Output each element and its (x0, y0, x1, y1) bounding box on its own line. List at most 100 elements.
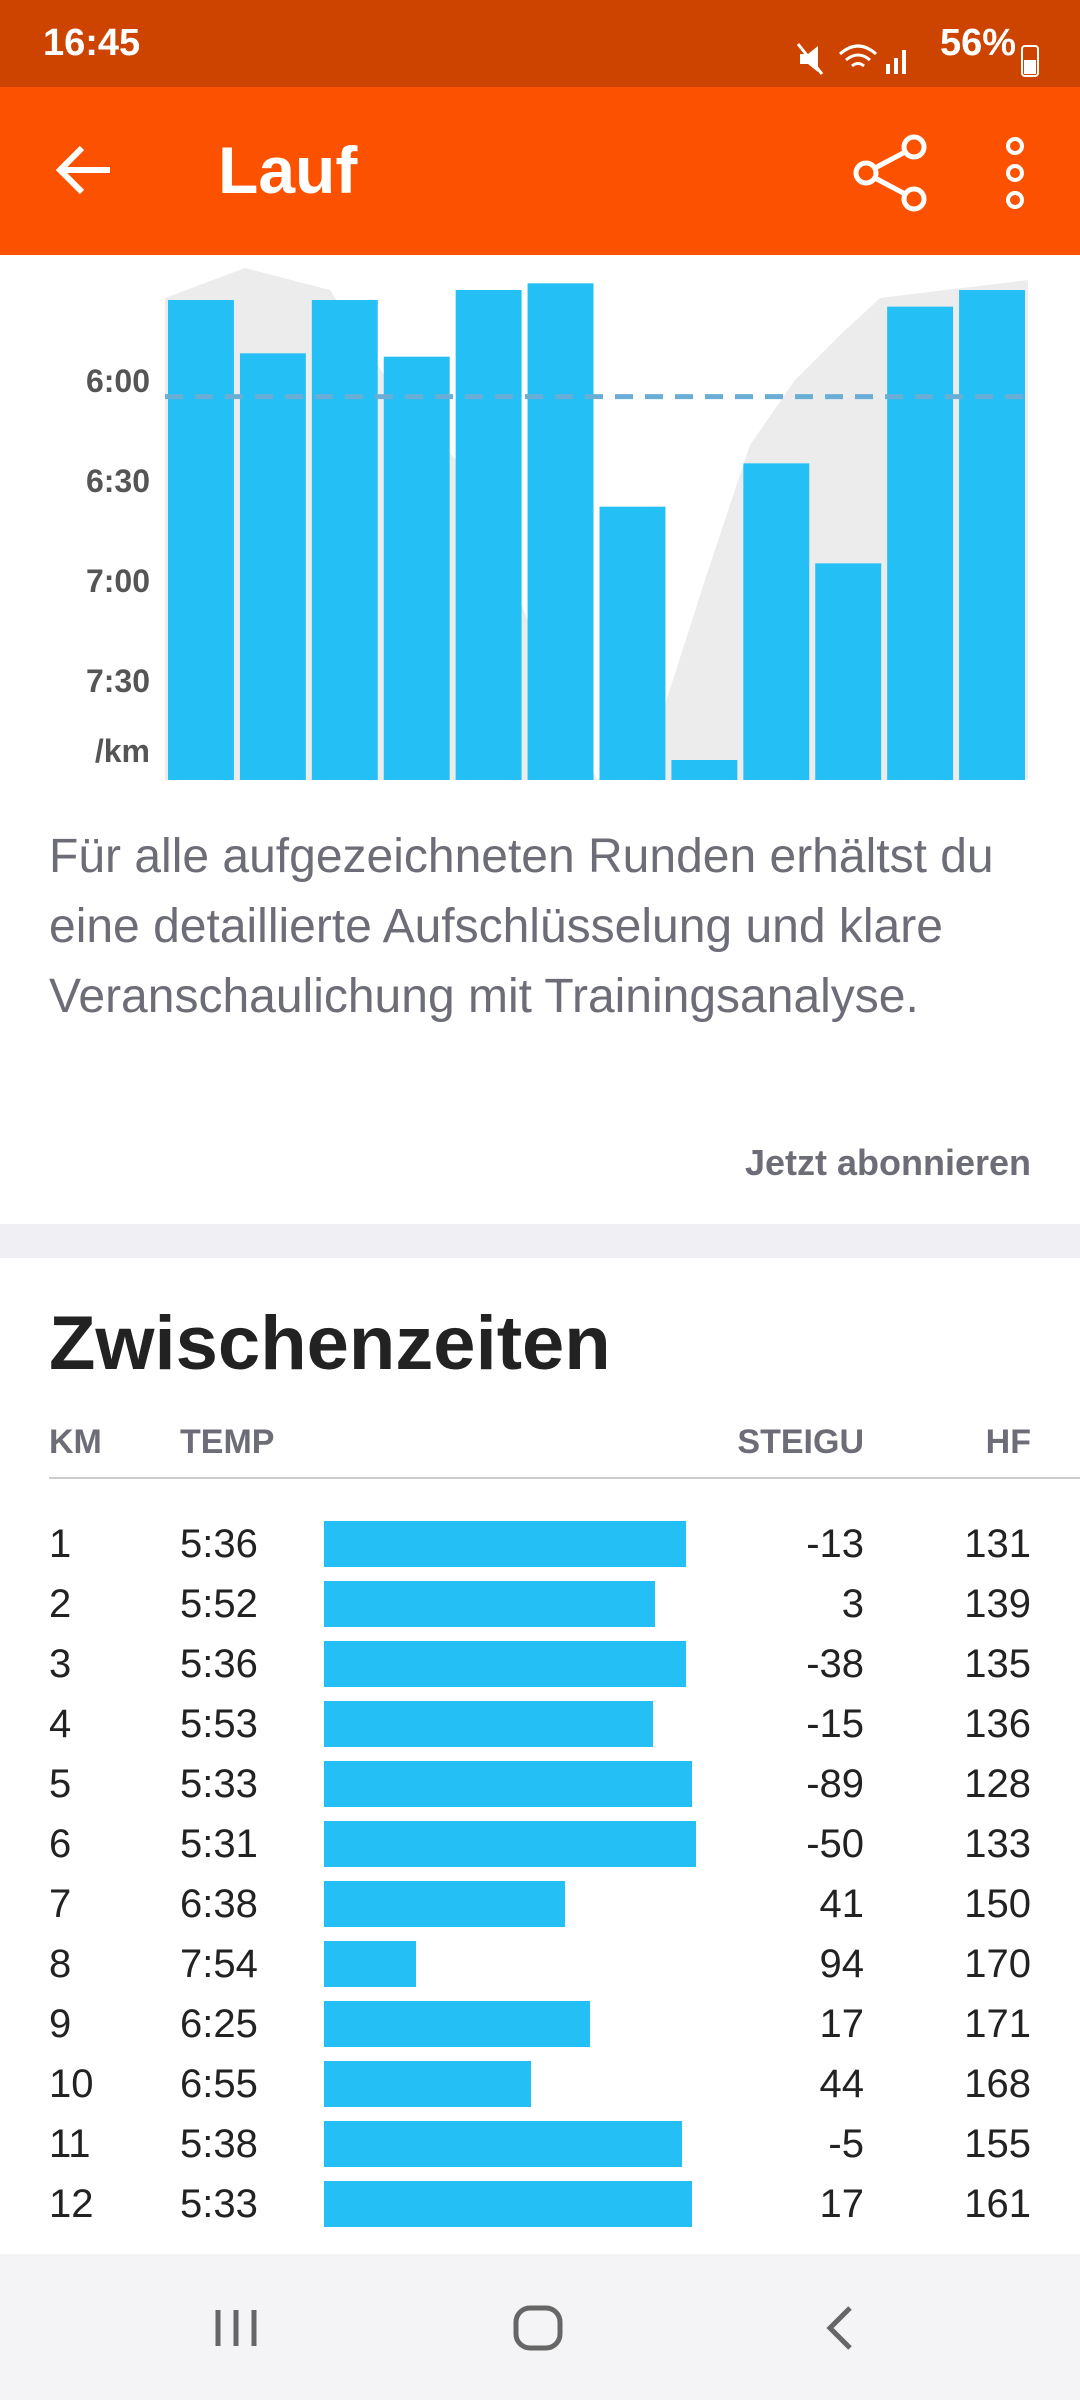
elevation-cell: -15 (806, 1702, 864, 1746)
km-cell: 2 (49, 1582, 72, 1626)
subscribe-link[interactable]: Jetzt abonnieren (744, 1142, 1031, 1183)
nav-icons (215, 2305, 852, 2351)
pace-bar (324, 2181, 692, 2227)
km-cell: 5 (49, 1762, 72, 1806)
battery-level: 56% (940, 22, 1017, 64)
pace-cell: 5:33 (180, 1762, 258, 1806)
hr-cell: 155 (964, 2122, 1031, 2166)
pace-bar (324, 2121, 683, 2167)
elevation-cell: 17 (819, 2002, 865, 2046)
pace-cell: 5:36 (180, 1522, 258, 1566)
pace-bar (324, 1761, 692, 1807)
bar (311, 300, 378, 780)
section-title: Zwischenzeiten (49, 1301, 611, 1386)
hr-cell: 161 (964, 2182, 1031, 2226)
hr-cell: 133 (964, 1822, 1031, 1866)
km-cell: 3 (49, 1642, 72, 1686)
pace-cell: 6:25 (180, 2002, 258, 2046)
km-cell: 1 (49, 1522, 72, 1566)
bar (527, 283, 594, 780)
elevation-cell: 17 (819, 2182, 865, 2226)
bar (959, 290, 1025, 780)
pace-cell: 5:53 (180, 1702, 258, 1746)
km-cell: 9 (49, 2002, 72, 2046)
elevation-cell: 41 (819, 1882, 865, 1926)
elevation-cell: 44 (819, 2062, 865, 2106)
km-cell: 10 (49, 2062, 94, 2106)
column-header: TEMP (180, 1423, 275, 1461)
menu-button[interactable] (1000, 133, 1030, 213)
bar (815, 563, 882, 780)
description: Für alle aufgezeichneten Runden erhältst… (49, 830, 994, 1023)
bar (743, 463, 810, 780)
divider (0, 1224, 1080, 1258)
y-axis-unit: /km (95, 733, 150, 769)
status-icons (796, 43, 906, 75)
app-bar (0, 87, 1080, 255)
km-cell: 11 (49, 2122, 91, 2166)
bar (239, 353, 306, 780)
share-button[interactable] (850, 133, 930, 213)
pace-bar (324, 1521, 686, 1567)
elevation-cell: -13 (806, 1522, 864, 1566)
bar (887, 306, 954, 780)
bar (671, 760, 738, 780)
hr-cell: 136 (964, 1702, 1031, 1746)
pace-cell: 6:38 (180, 1882, 258, 1926)
pace-bar (324, 2061, 532, 2107)
column-header: KM (49, 1423, 102, 1461)
clock: 16:45 (43, 22, 141, 64)
pace-bar (324, 1941, 416, 1987)
pace-bar (324, 1821, 696, 1867)
hr-cell: 150 (964, 1882, 1031, 1926)
pace-cell: 5:33 (180, 2182, 258, 2226)
nav-bar (0, 2254, 1080, 2400)
hr-cell: 135 (964, 1642, 1031, 1686)
hr-cell: 170 (964, 1942, 1031, 1986)
km-cell: 6 (49, 1822, 72, 1866)
pace-bar (324, 1881, 565, 1927)
bar (168, 300, 234, 780)
y-tick-label: 7:30 (86, 663, 150, 699)
km-cell: 8 (49, 1942, 72, 1986)
hr-cell: 168 (964, 2062, 1031, 2106)
km-cell: 7 (49, 1882, 72, 1926)
bar (455, 290, 522, 780)
hr-cell: 131 (964, 1522, 1031, 1566)
elevation-cell: -38 (806, 1642, 864, 1686)
elevation-cell: -89 (806, 1762, 864, 1806)
bar (599, 506, 666, 780)
app-title: Lauf (218, 133, 358, 207)
pace-bar (324, 1581, 655, 1627)
elevation-cell: -5 (828, 2122, 864, 2166)
hr-cell: 139 (964, 1582, 1031, 1626)
km-cell: 12 (49, 2182, 94, 2226)
elevation-cell: 3 (841, 1582, 864, 1626)
back-button[interactable] (50, 140, 120, 200)
pace-bar (324, 1701, 653, 1747)
pace-cell: 5:52 (180, 1582, 258, 1626)
y-tick-label: 6:30 (86, 463, 150, 499)
y-tick-label: 7:00 (86, 563, 150, 599)
pace-bar (324, 2001, 591, 2047)
pace-cell: 7:54 (180, 1942, 258, 1986)
column-header: HF (985, 1423, 1031, 1461)
bar (383, 356, 450, 780)
pace-chart: 6:00 6:30 7:00 7:30/km (86, 268, 1028, 780)
pace-bar (324, 1641, 686, 1687)
pace-cell: 5:36 (180, 1642, 258, 1686)
elevation-cell: -50 (806, 1822, 864, 1866)
km-cell: 4 (49, 1702, 72, 1746)
y-tick-label: 6:00 (86, 363, 150, 399)
pace-cell: 5:31 (180, 1822, 258, 1866)
elevation-cell: 94 (819, 1942, 865, 1986)
hr-cell: 171 (964, 2002, 1031, 2046)
hr-cell: 128 (964, 1762, 1031, 1806)
header-rule (49, 1477, 1080, 1479)
status-bar (0, 0, 1080, 87)
pace-cell: 6:55 (180, 2062, 258, 2106)
battery-icon (1021, 45, 1039, 77)
column-header: STEIGU (737, 1423, 864, 1461)
pace-cell: 5:38 (180, 2122, 258, 2166)
